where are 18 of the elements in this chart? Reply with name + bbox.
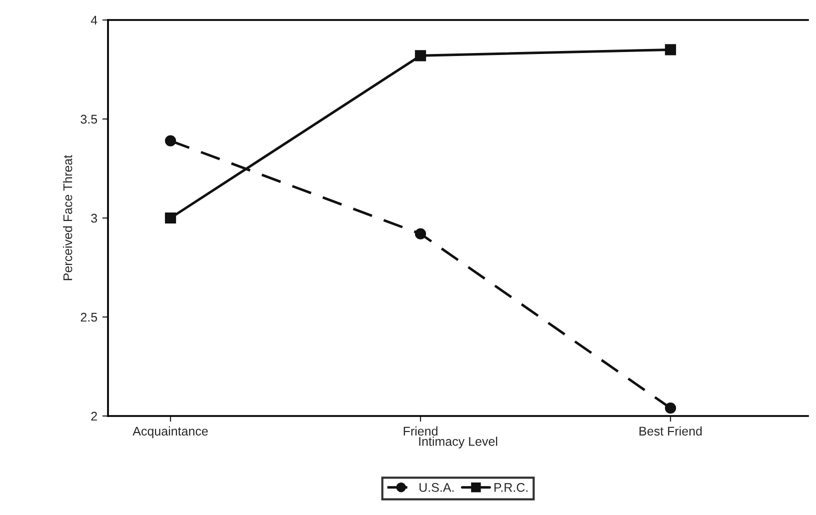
legend-label: P.R.C. xyxy=(494,483,528,492)
point xyxy=(164,135,176,146)
x-axis-title: Intimacy Level xyxy=(419,436,498,448)
point xyxy=(164,212,176,224)
y-axis-title: Perceived Face Threat xyxy=(63,154,72,280)
y-tick-label: 3 xyxy=(91,214,98,223)
point xyxy=(664,44,676,56)
y-tick-label: 2.5 xyxy=(80,312,98,322)
y-tick-label: 3.5 xyxy=(80,114,98,124)
y-tick-label: 2 xyxy=(91,412,97,421)
point xyxy=(414,228,426,240)
x-tick-label: Best Friend xyxy=(640,426,702,436)
legend-label: U.S.A. xyxy=(420,483,454,492)
x-tick-label: Acquaintance xyxy=(132,426,208,438)
x-tick-label: Friend xyxy=(404,426,438,436)
point xyxy=(664,402,676,414)
point xyxy=(414,50,426,62)
y-tick-label: 4 xyxy=(90,16,98,25)
